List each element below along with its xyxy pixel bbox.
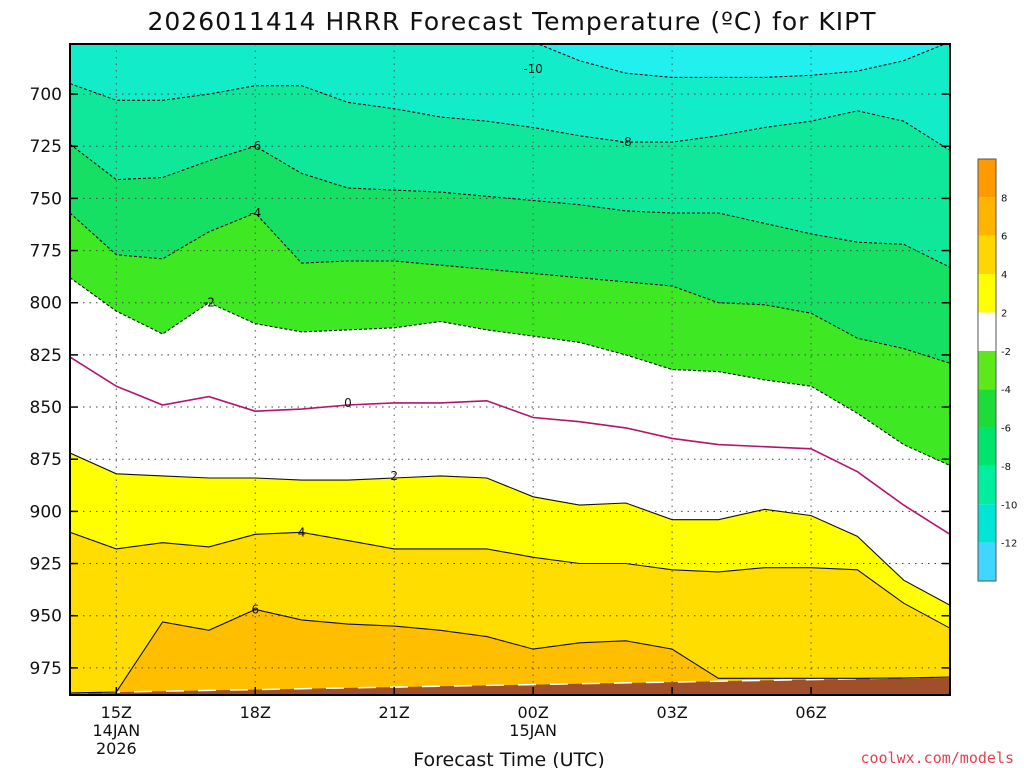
contour-line-minus6 xyxy=(70,143,950,268)
y-tick-label: 925 xyxy=(30,555,62,575)
colorbar-swatch xyxy=(978,235,996,275)
colorbar-swatch xyxy=(978,465,996,505)
contour-line-4 xyxy=(70,531,950,629)
gridlines xyxy=(70,44,950,695)
x-tick-label: 21Z xyxy=(379,703,410,722)
y-tick-label: 875 xyxy=(30,450,62,470)
chart-title: 2026011414 HRRR Forecast Temperature (ºC… xyxy=(147,7,876,36)
colorbar-label: 8 xyxy=(1001,193,1007,204)
x-tick-label: 14JAN xyxy=(92,721,140,740)
contour-label: -10 xyxy=(523,62,543,76)
x-axis-title: Forecast Time (UTC) xyxy=(413,749,604,768)
y-tick-label: 725 xyxy=(30,137,62,157)
colorbar-frame xyxy=(977,158,997,582)
x-tick-label: 2026 xyxy=(96,739,137,758)
fill-band-above-6 xyxy=(70,609,950,695)
colorbar-label: -6 xyxy=(1001,424,1011,435)
colorbar-swatch xyxy=(978,389,996,428)
y-tick-label: 825 xyxy=(30,346,62,366)
contour-labels: -10 -8 -6 -4 -2 0 2 4 6 xyxy=(203,62,632,616)
colorbar-swatch xyxy=(978,350,996,390)
contour-label: -2 xyxy=(203,296,215,310)
ground-fill xyxy=(70,677,950,695)
plot-area xyxy=(70,44,950,695)
colorbar-label: 6 xyxy=(1001,232,1007,243)
colorbar-label: 4 xyxy=(1001,270,1007,281)
contour-label: -6 xyxy=(249,139,261,153)
y-tick-label: 775 xyxy=(30,242,62,262)
colorbar: -12 -10 -8 -6 -4 -2 2 4 6 8 xyxy=(977,158,1017,582)
y-tick-label: 950 xyxy=(30,607,62,627)
y-tick-label: 750 xyxy=(30,189,62,209)
contour-line-0 xyxy=(70,356,950,535)
plot-frame xyxy=(69,43,951,696)
contour-line-6 xyxy=(70,608,950,694)
contour-label: 4 xyxy=(298,525,306,539)
colorbar-label: -10 xyxy=(1001,500,1017,511)
colorbar-swatch xyxy=(978,274,996,313)
colorbar-label: 2 xyxy=(1001,308,1007,319)
colorbar-label: -8 xyxy=(1001,462,1011,473)
colorbar-swatch xyxy=(978,312,996,351)
y-axis-ticks: 700 725 750 775 800 825 850 875 900 925 950 975 xyxy=(30,85,950,679)
x-tick-label: 15Z xyxy=(101,703,132,722)
contour-label: -4 xyxy=(249,206,261,220)
contour-label: 2 xyxy=(390,469,398,483)
colorbar-swatch xyxy=(978,542,996,581)
colorbar-label: -12 xyxy=(1001,539,1017,550)
contour-line-minus4 xyxy=(70,212,950,364)
credit-text[interactable]: coolwx.com/models xyxy=(860,749,1014,767)
colorbar-label: -4 xyxy=(1001,385,1011,396)
contour-label: 6 xyxy=(251,602,259,616)
contour-line-minus2 xyxy=(70,277,950,467)
x-tick-label: 18Z xyxy=(240,703,271,722)
colorbar-label: -2 xyxy=(1001,347,1011,358)
contour-label: -8 xyxy=(620,135,632,149)
y-tick-label: 900 xyxy=(30,502,62,522)
colorbar-swatch xyxy=(978,427,996,466)
y-tick-label: 975 xyxy=(30,659,62,679)
colorbar-swatch xyxy=(978,197,996,236)
x-tick-label: 06Z xyxy=(795,703,826,722)
y-tick-label: 700 xyxy=(30,85,62,105)
colorbar-swatch xyxy=(978,159,996,198)
x-tick-label: 00Z xyxy=(517,703,548,722)
contour-line-minus8 xyxy=(70,83,950,151)
y-tick-label: 850 xyxy=(30,398,62,418)
x-tick-label: 15JAN xyxy=(509,721,557,740)
contour-label: 0 xyxy=(344,396,352,410)
contour-line-2 xyxy=(70,452,950,606)
contour-lines xyxy=(70,44,950,694)
y-tick-label: 800 xyxy=(30,294,62,314)
colorbar-swatch xyxy=(978,504,996,543)
x-tick-label: 03Z xyxy=(656,703,687,722)
